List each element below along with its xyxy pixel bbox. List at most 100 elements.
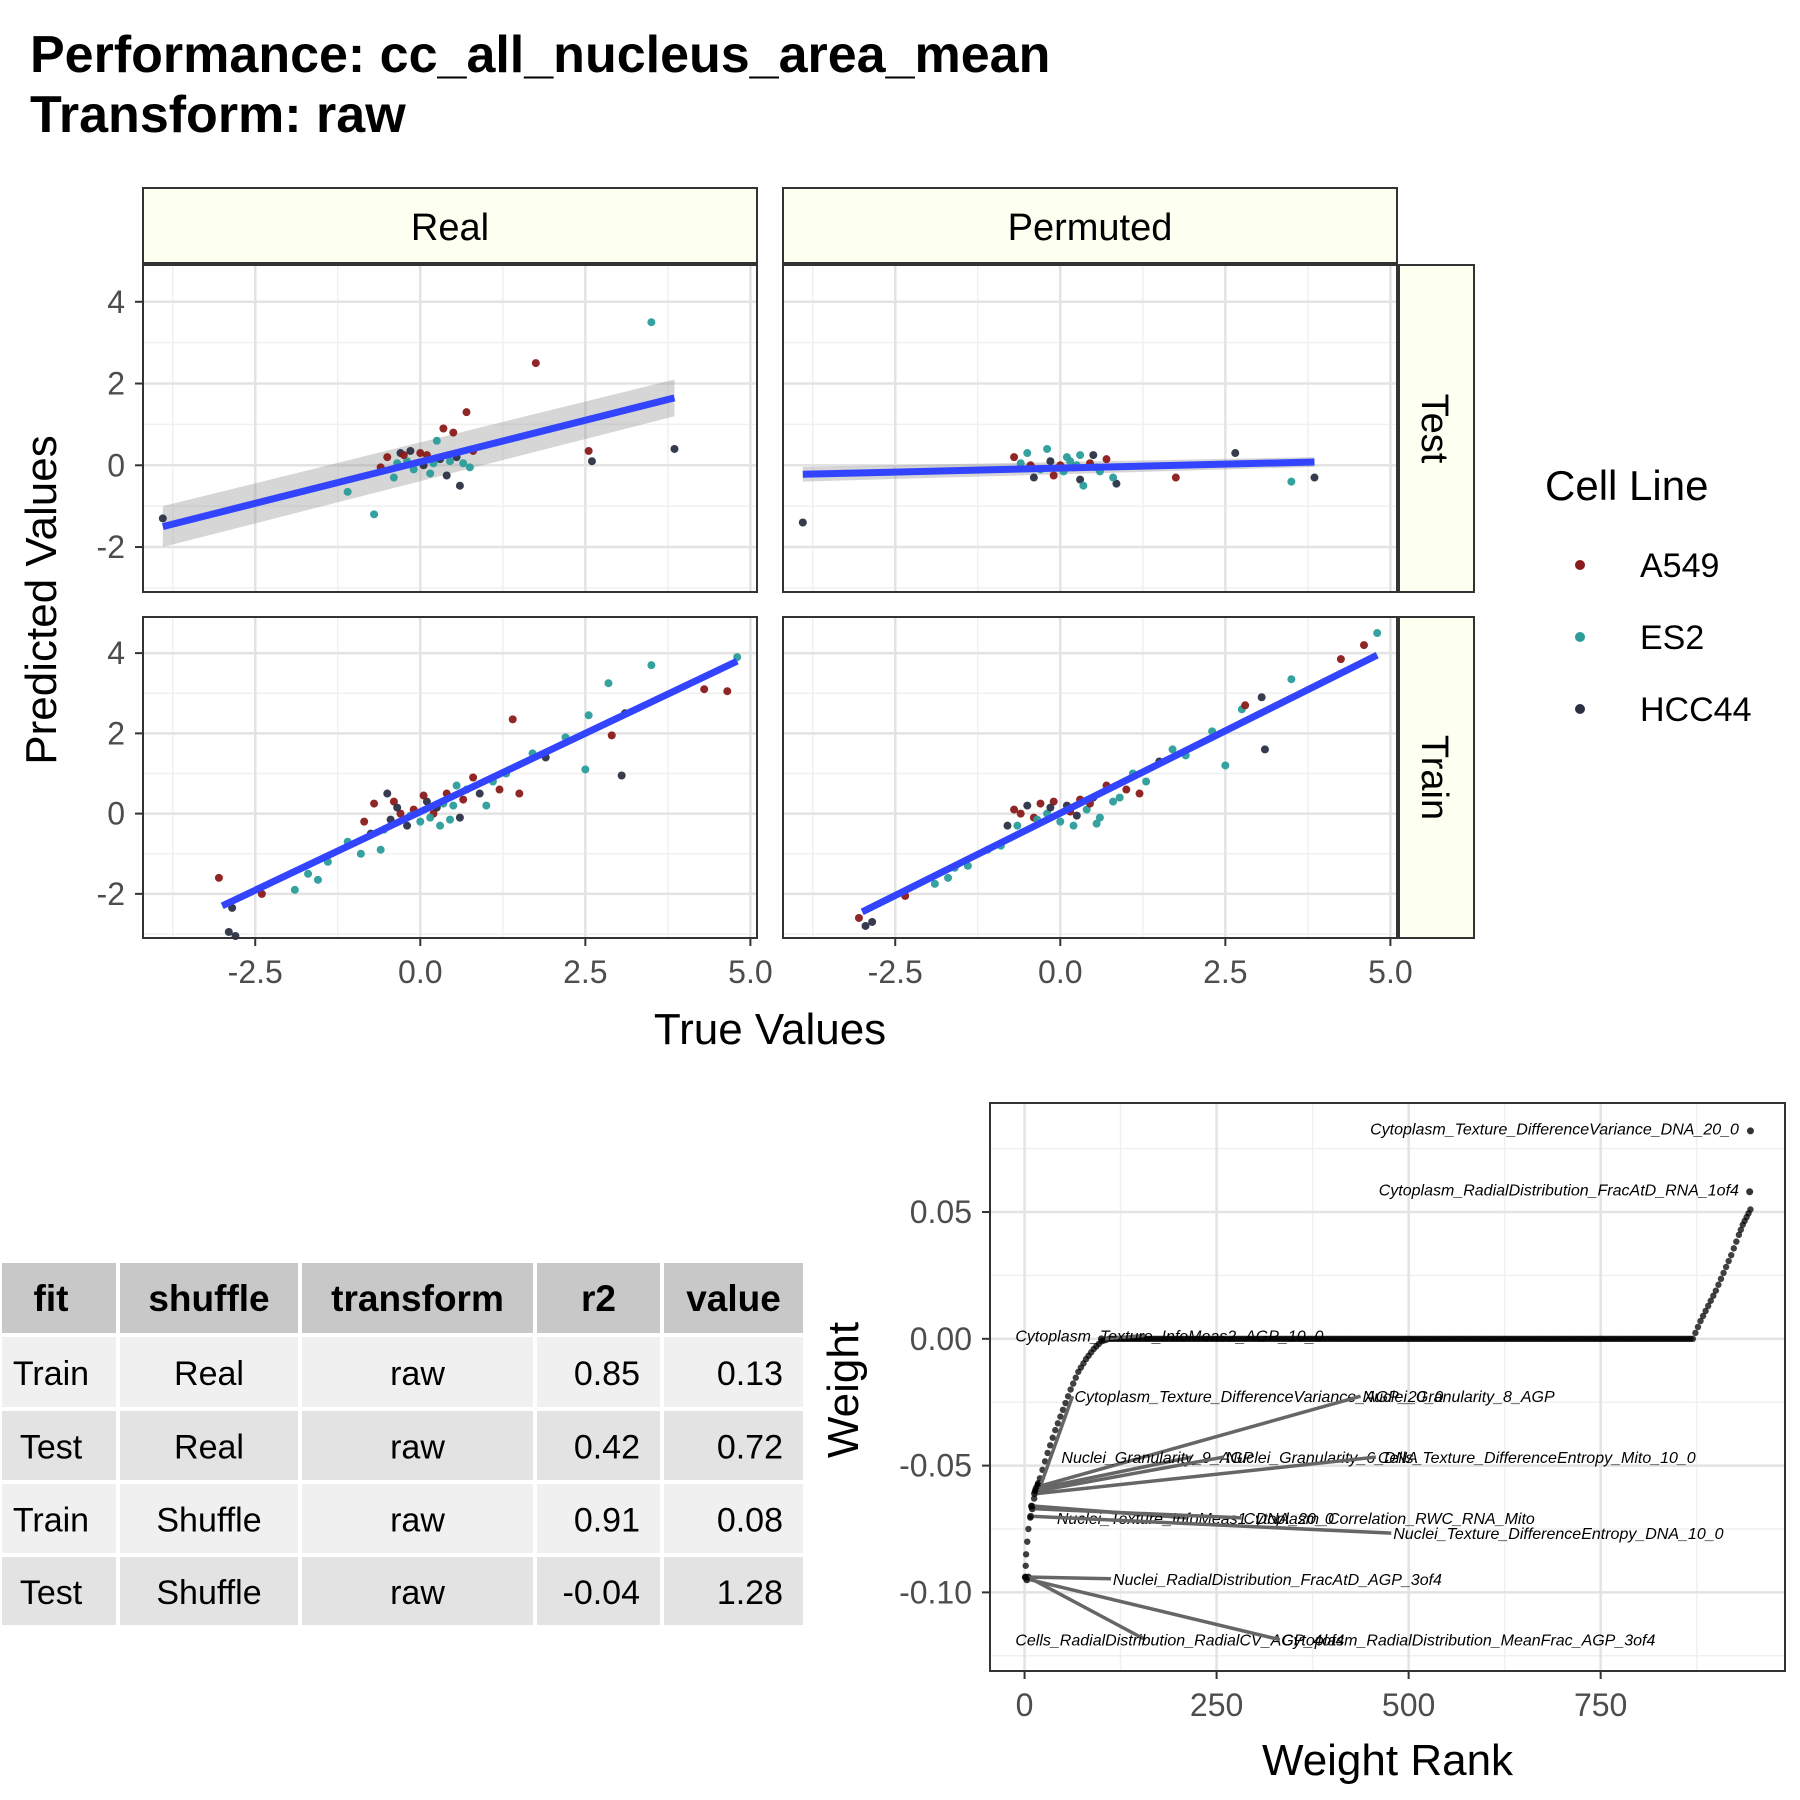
data-point-a549	[396, 809, 405, 818]
feature-label: Cells_Texture_DifferenceEntropy_Mito_10_…	[1378, 1450, 1696, 1467]
data-point-a549	[1010, 453, 1019, 462]
weight-point	[1689, 1335, 1697, 1343]
table-cell-text: raw	[390, 1502, 445, 1540]
regression-line	[860, 651, 1379, 916]
weight-point	[1046, 1442, 1054, 1449]
facet-strip-permuted	[782, 187, 1398, 264]
weight-point	[1717, 1275, 1725, 1283]
data-point-es2	[370, 510, 379, 519]
feature-label: Cytoplasm_RadialDistribution_MeanFrac_AG…	[1282, 1633, 1656, 1650]
table-header-text: transform	[331, 1278, 504, 1319]
panel-border	[142, 616, 758, 939]
data-point-a549	[416, 449, 425, 458]
data-point-es2	[1092, 819, 1101, 828]
weight-point	[1067, 1386, 1074, 1393]
table-cell	[298, 1333, 537, 1411]
weight-point	[1044, 1449, 1051, 1457]
data-point-hcc44	[1231, 449, 1240, 458]
data-point-a549	[531, 359, 540, 368]
weight-point	[1704, 1302, 1712, 1310]
labeled-weight-point	[1031, 1490, 1039, 1497]
data-point-es2	[436, 821, 445, 830]
data-point-a549	[1359, 641, 1368, 650]
data-point-hcc44	[798, 518, 807, 527]
table-header-cell	[116, 1259, 302, 1337]
weight-point	[1070, 1380, 1077, 1387]
weight-point	[1722, 1263, 1730, 1271]
data-point-hcc44	[475, 789, 484, 798]
label-leader-line	[1035, 1506, 1242, 1520]
table-cell-text: 0.85	[574, 1355, 640, 1393]
facet-strip-label: Train	[1413, 735, 1455, 820]
x-tick-label: 5.0	[728, 954, 772, 990]
weight-point	[1049, 1434, 1056, 1441]
table-header-cell	[533, 1259, 664, 1337]
data-point-es2	[647, 661, 656, 670]
data-point-a549	[584, 446, 593, 455]
data-point-es2	[432, 436, 441, 445]
label-leader-line	[1038, 1455, 1192, 1491]
data-point-a549	[1016, 809, 1025, 818]
legend-title: Cell Line	[1545, 462, 1708, 509]
data-point-hcc44	[455, 481, 464, 490]
data-point-es2	[1082, 805, 1091, 814]
weight-point	[1702, 1307, 1709, 1315]
labeled-weight-point	[1746, 1188, 1754, 1196]
x-tick-label: 2.5	[1203, 954, 1247, 990]
data-point-es2	[1115, 793, 1124, 802]
figure-title-line2: Transform: raw	[30, 86, 406, 144]
table-cell-text: 0.08	[717, 1502, 783, 1540]
feature-label: Cytoplasm_Texture_DifferenceVariance_DNA…	[1370, 1122, 1739, 1139]
table-cell-text: 0.42	[574, 1429, 640, 1467]
weight-rank-plot: Cytoplasm_Texture_DifferenceVariance_DNA…	[819, 1102, 1786, 1785]
y-tick-label: 0	[107, 447, 125, 483]
data-point-a549	[462, 408, 471, 417]
table-cell	[533, 1480, 664, 1557]
data-point-hcc44	[1023, 801, 1032, 810]
data-point-hcc44	[1029, 473, 1038, 482]
table-header-text: value	[686, 1278, 781, 1319]
facet-strip-label: Real	[411, 207, 489, 249]
feature-label: Cytoplasm_Texture_InfoMeas2_AGP_10_0	[1015, 1328, 1323, 1345]
data-point-a549	[508, 715, 517, 724]
data-point-a549	[449, 428, 458, 437]
plot-background	[990, 1103, 1785, 1671]
data-point-es2	[581, 765, 590, 774]
feature-label: Nuclei_RadialDistribution_FracAtD_AGP_3o…	[1113, 1572, 1442, 1589]
table-cell-text: Train	[13, 1355, 89, 1393]
weight-point	[1699, 1312, 1707, 1320]
data-point-a549	[370, 799, 379, 808]
table-cell	[116, 1333, 302, 1411]
legend-label: A549	[1640, 547, 1719, 585]
data-point-es2	[1109, 797, 1118, 806]
label-leader-line	[1104, 1333, 1146, 1341]
data-point-a549	[495, 785, 504, 794]
table-cell	[116, 1407, 302, 1484]
data-point-hcc44	[442, 471, 451, 480]
weight-point	[1072, 1374, 1079, 1381]
data-point-hcc44	[403, 821, 412, 830]
x-tick-label: 5.0	[1368, 954, 1412, 990]
data-point-es2	[376, 845, 385, 854]
data-point-hcc44	[1257, 693, 1266, 702]
data-point-es2	[584, 711, 593, 720]
weight-point	[1030, 1495, 1038, 1502]
weight-point	[1022, 1551, 1030, 1558]
data-point-es2	[416, 817, 425, 826]
y-axis-title: Weight	[819, 1322, 868, 1458]
facet-panel-test-permuted	[782, 264, 1398, 593]
data-point-es2	[449, 801, 458, 810]
x-axis-title: True Values	[654, 1005, 886, 1054]
weight-point	[1057, 1413, 1064, 1420]
table-cell	[0, 1553, 120, 1629]
cell-line-legend: Cell Line A549 ES2 HCC44	[1545, 462, 1751, 729]
data-point-es2	[1016, 459, 1025, 468]
y-tick-label: 0.05	[910, 1194, 972, 1230]
y-tick-label: 0.00	[910, 1321, 972, 1357]
data-point-es2	[459, 459, 468, 468]
data-point-a549	[360, 817, 369, 826]
data-point-es2	[426, 813, 435, 822]
x-tick-label: 500	[1382, 1687, 1435, 1723]
y-tick-label: 2	[107, 366, 125, 402]
